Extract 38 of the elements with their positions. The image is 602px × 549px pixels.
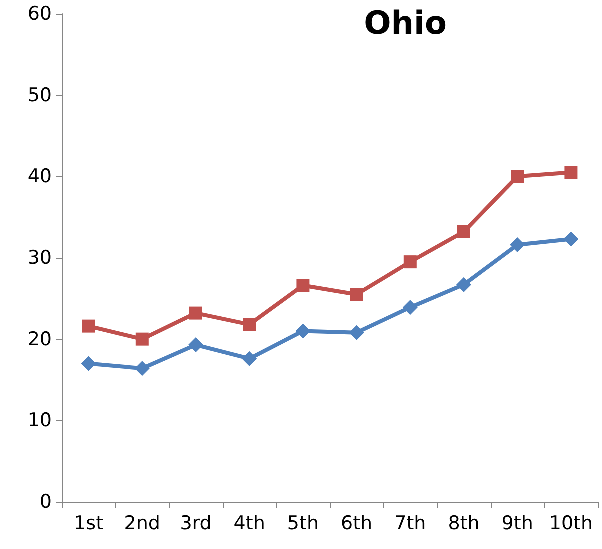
point [296,279,310,292]
y-tick-label: 0 [40,491,52,513]
point [511,170,524,184]
y-tick-label: 40 [28,166,52,188]
point [404,256,417,269]
point [564,166,578,180]
point [81,356,96,372]
x-tick-label: 3rd [180,512,212,534]
x-tick-label: 7th [394,512,426,534]
point [458,225,470,238]
point [136,332,149,346]
y-tick-label: 10 [28,410,52,432]
point [350,288,364,302]
point [134,361,150,376]
point [349,325,364,340]
x-tick-label: 2nd [124,512,160,534]
y-tick-label: 50 [28,84,52,106]
y-tick-label: 60 [28,3,52,25]
x-tick-label: 1st [74,512,104,534]
x-tick-label: 9th [502,512,534,534]
point [190,306,202,320]
y-tick-label: 20 [28,328,52,350]
point [243,318,256,332]
point [456,277,472,292]
x-tick-label: 4th [234,512,266,534]
x-tick-label: 8th [448,512,480,534]
point [82,320,96,333]
point [564,232,579,247]
point [242,351,258,366]
x-tick-label: 6th [341,512,373,534]
y-tick-label: 30 [28,247,52,269]
chart-title: Ohio [364,4,447,42]
x-tick-label: 10th [549,512,594,534]
point [510,237,526,252]
point [188,338,204,353]
point [402,300,418,316]
x-tick-label: 5th [287,512,319,534]
point [296,324,311,339]
